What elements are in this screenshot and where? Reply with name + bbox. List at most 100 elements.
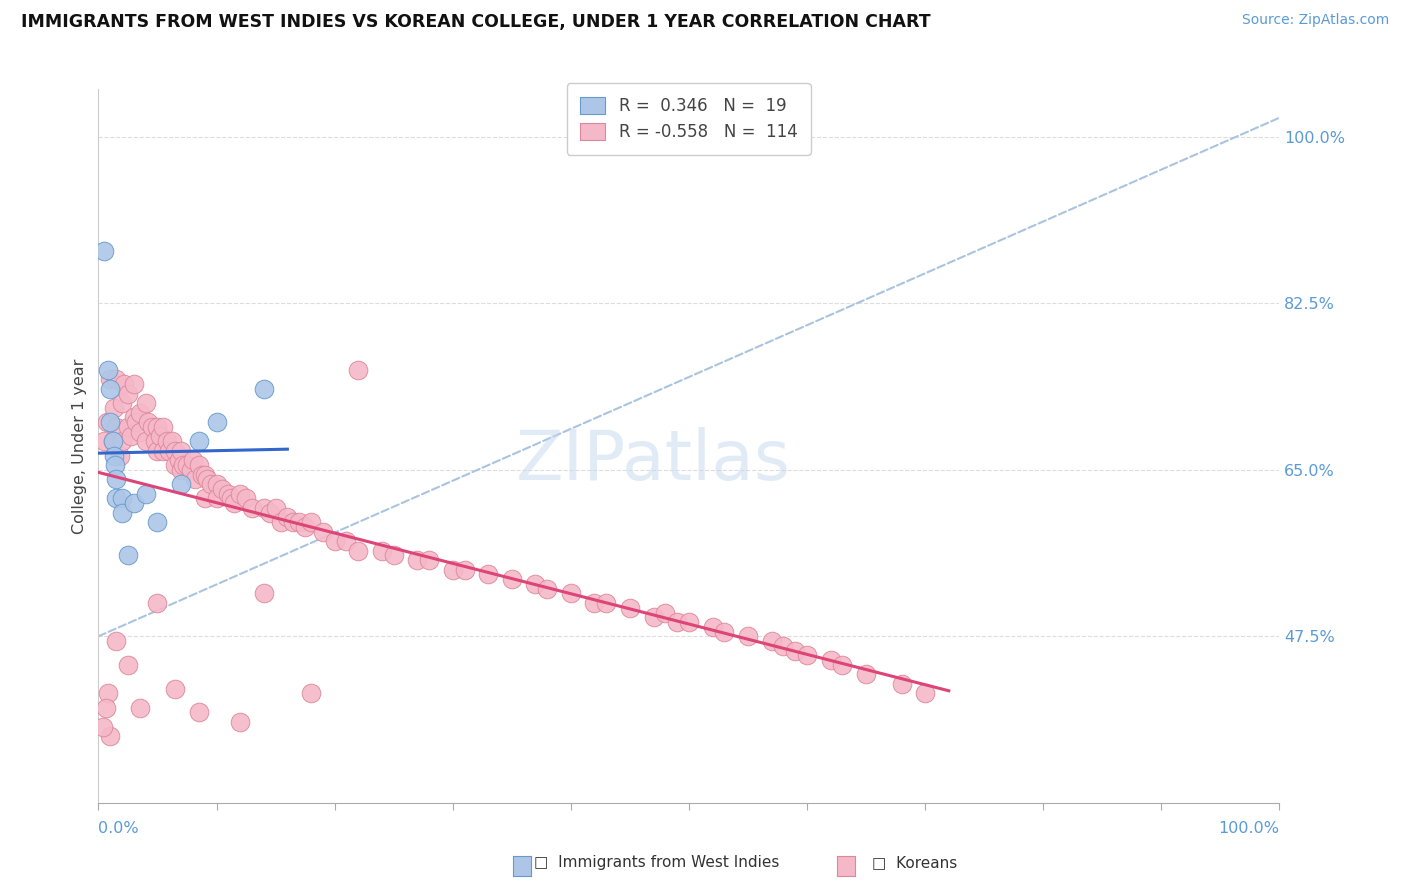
Point [172, 458, 194, 472]
Point [184, 472, 207, 486]
Point [536, 582, 558, 596]
Point [187, 434, 209, 449]
Text: 100.0%: 100.0% [1219, 821, 1279, 836]
Point [181, 453, 204, 467]
Point [180, 463, 202, 477]
Point [259, 506, 281, 520]
Point [122, 377, 145, 392]
Point [97, 363, 120, 377]
Point [217, 486, 239, 500]
Point [761, 634, 783, 648]
Point [713, 624, 735, 639]
Point [165, 458, 187, 472]
Point [135, 396, 157, 410]
Text: □  Immigrants from West Indies: □ Immigrants from West Indies [534, 855, 780, 870]
Point [105, 372, 128, 386]
Text: □  Koreans: □ Koreans [872, 855, 957, 870]
Point [105, 634, 128, 648]
Point [294, 520, 316, 534]
Point [235, 491, 257, 506]
Point [678, 615, 700, 629]
Point [135, 486, 157, 500]
Point [194, 491, 217, 506]
Point [524, 577, 547, 591]
Point [167, 453, 190, 467]
Point [165, 443, 187, 458]
Point [264, 500, 287, 515]
Text: IMMIGRANTS FROM WEST INDIES VS KOREAN COLLEGE, UNDER 1 YEAR CORRELATION CHART: IMMIGRANTS FROM WEST INDIES VS KOREAN CO… [21, 13, 931, 31]
Point [104, 458, 127, 472]
Y-axis label: College, Under 1 year: College, Under 1 year [72, 359, 87, 533]
Point [135, 434, 157, 449]
Point [501, 572, 523, 586]
Point [205, 415, 228, 429]
Point [253, 500, 276, 515]
Point [406, 553, 429, 567]
Point [890, 677, 912, 691]
Point [418, 553, 440, 567]
Point [796, 648, 818, 663]
Point [187, 706, 209, 720]
Point [200, 477, 222, 491]
Point [643, 610, 665, 624]
Point [125, 415, 148, 429]
Point [117, 386, 139, 401]
Point [170, 477, 193, 491]
Point [855, 667, 877, 681]
Point [831, 657, 853, 672]
Point [229, 486, 252, 500]
Point [91, 720, 114, 734]
Point [347, 363, 370, 377]
Point [96, 415, 118, 429]
Point [176, 458, 198, 472]
Point [128, 700, 150, 714]
Point [146, 515, 169, 529]
Point [111, 506, 134, 520]
Point [165, 681, 187, 696]
Point [121, 429, 143, 443]
Point [323, 534, 346, 549]
Point [146, 596, 169, 610]
Point [103, 449, 125, 463]
Point [111, 396, 134, 410]
Point [299, 515, 322, 529]
Point [98, 729, 121, 743]
Text: ZIPatlas: ZIPatlas [516, 426, 792, 494]
Point [105, 472, 128, 486]
Point [194, 467, 217, 482]
Point [253, 382, 276, 396]
Point [111, 491, 134, 506]
Point [211, 482, 233, 496]
Point [229, 714, 252, 729]
Point [195, 472, 218, 486]
Point [128, 425, 150, 439]
Point [170, 463, 193, 477]
Point [785, 643, 807, 657]
Point [117, 549, 139, 563]
Point [108, 449, 131, 463]
Point [666, 615, 689, 629]
Point [101, 434, 124, 449]
Point [146, 443, 169, 458]
Point [170, 443, 193, 458]
Point [270, 515, 292, 529]
Point [103, 401, 125, 415]
Point [93, 434, 115, 449]
Point [105, 420, 128, 434]
Point [160, 434, 183, 449]
Point [335, 534, 357, 549]
Point [101, 434, 124, 449]
Point [97, 686, 120, 700]
Point [117, 420, 139, 434]
Point [477, 567, 499, 582]
Point [288, 515, 311, 529]
Point [98, 382, 121, 396]
Point [595, 596, 617, 610]
Point [149, 429, 172, 443]
Point [156, 434, 179, 449]
Text: Source: ZipAtlas.com: Source: ZipAtlas.com [1241, 13, 1389, 28]
Point [157, 443, 180, 458]
Point [136, 415, 159, 429]
Point [143, 434, 166, 449]
Point [453, 563, 475, 577]
